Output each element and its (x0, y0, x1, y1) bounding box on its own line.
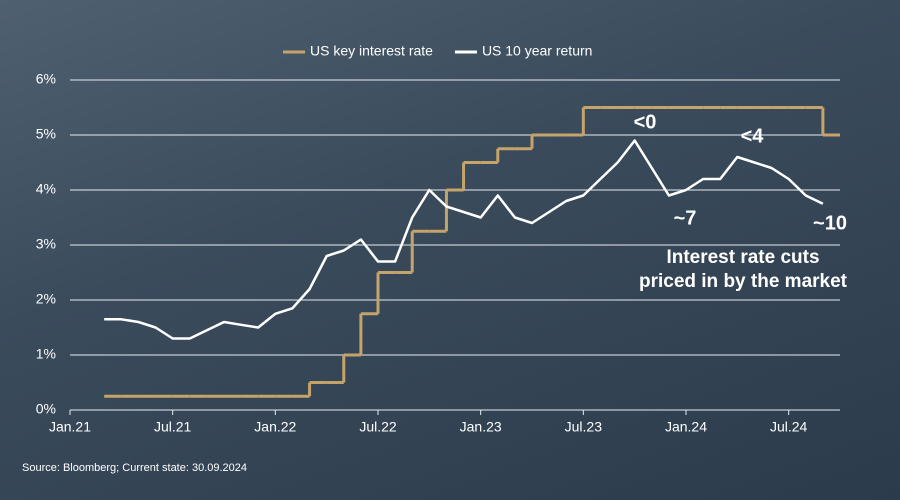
x-tick-label: Jan.23 (460, 419, 502, 435)
x-tick-label: Jan.24 (665, 419, 707, 435)
x-tick-label: Jan.22 (254, 419, 296, 435)
legend-label: US key interest rate (310, 43, 433, 59)
y-tick-label: 5% (36, 126, 56, 142)
annotation: ~10 (813, 212, 847, 234)
x-tick-label: Jul.24 (770, 419, 808, 435)
x-tick-label: Jan.21 (49, 419, 91, 435)
y-tick-label: 4% (36, 181, 56, 197)
x-tick-label: Jul.23 (565, 419, 603, 435)
y-tick-label: 3% (36, 236, 56, 252)
y-tick-label: 2% (36, 291, 56, 307)
annotation: Interest rate cuts (666, 247, 819, 268)
annotation: <4 (741, 125, 765, 147)
x-tick-label: Jul.22 (359, 419, 397, 435)
y-tick-label: 0% (36, 401, 56, 417)
source: Source: Bloomberg; Current state: 30.09.… (22, 462, 247, 474)
x-tick-label: Jul.21 (154, 419, 192, 435)
legend-label: US 10 year return (482, 43, 593, 59)
annotation: ~7 (674, 207, 697, 229)
annotation: priced in by the market (639, 271, 848, 292)
y-tick-label: 6% (36, 71, 56, 87)
line (104, 139, 824, 340)
annotation: <0 (634, 111, 657, 133)
y-tick-label: 1% (36, 346, 56, 362)
